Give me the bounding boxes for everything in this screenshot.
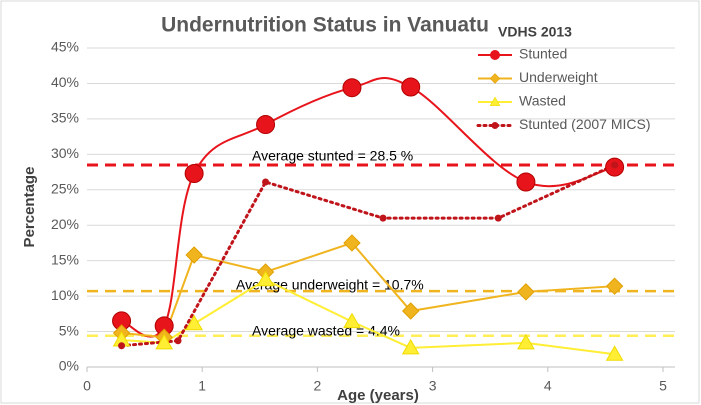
data-point bbox=[517, 283, 535, 301]
data-point bbox=[118, 342, 126, 350]
y-tick-label: 40% bbox=[51, 74, 79, 90]
x-axis-label: Age (years) bbox=[337, 387, 419, 404]
x-tick-label: 1 bbox=[198, 378, 206, 394]
chart-title: Undernutrition Status in Vanuatu bbox=[161, 14, 489, 37]
data-point bbox=[402, 302, 420, 320]
y-axis-label: Percentage bbox=[21, 167, 38, 248]
data-point bbox=[343, 234, 361, 252]
legend-marker bbox=[489, 96, 501, 106]
data-point bbox=[516, 172, 536, 192]
x-tick-label: 4 bbox=[544, 378, 552, 394]
reference-label: Average wasted = 4.4% bbox=[252, 323, 400, 339]
x-tick-label: 5 bbox=[659, 378, 667, 394]
data-point bbox=[343, 312, 361, 329]
legend-marker bbox=[490, 50, 500, 60]
y-tick-label: 20% bbox=[51, 216, 79, 232]
y-tick-label: 0% bbox=[59, 358, 79, 374]
data-point bbox=[605, 277, 624, 295]
data-point bbox=[155, 333, 174, 350]
y-tick-label: 30% bbox=[51, 145, 79, 161]
data-point bbox=[256, 115, 276, 135]
data-point bbox=[256, 270, 275, 287]
data-point bbox=[262, 178, 270, 186]
legend-marker bbox=[491, 122, 499, 129]
data-point bbox=[379, 214, 387, 222]
data-point bbox=[494, 214, 502, 222]
data-point bbox=[184, 163, 204, 183]
y-tick-label: 35% bbox=[51, 110, 79, 126]
legend-label: Stunted (2007 MICS) bbox=[519, 116, 651, 132]
data-point bbox=[517, 333, 535, 350]
data-point bbox=[401, 338, 420, 355]
data-point bbox=[605, 345, 624, 361]
x-tick-label: 2 bbox=[314, 378, 322, 394]
series-line bbox=[120, 163, 617, 348]
legend-label: Wasted bbox=[519, 93, 566, 109]
x-tick-label: 3 bbox=[429, 378, 437, 394]
data-point bbox=[185, 246, 203, 264]
legend-marker bbox=[489, 73, 501, 84]
data-point bbox=[611, 161, 619, 169]
legend-label: Stunted bbox=[519, 46, 567, 62]
y-tick-label: 5% bbox=[59, 322, 79, 338]
data-point bbox=[185, 314, 203, 331]
reference-label: Average stunted = 28.5 % bbox=[252, 148, 413, 164]
x-tick-label: 0 bbox=[83, 378, 91, 394]
data-point bbox=[401, 77, 421, 97]
y-tick-label: 45% bbox=[51, 39, 79, 55]
chart-subtitle: VDHS 2013 bbox=[498, 24, 572, 40]
data-point bbox=[174, 337, 182, 345]
y-tick-label: 15% bbox=[51, 251, 79, 267]
data-point bbox=[342, 78, 362, 98]
y-tick-label: 10% bbox=[51, 287, 79, 303]
y-tick-label: 25% bbox=[51, 180, 79, 196]
legend-label: Underweight bbox=[519, 69, 598, 85]
